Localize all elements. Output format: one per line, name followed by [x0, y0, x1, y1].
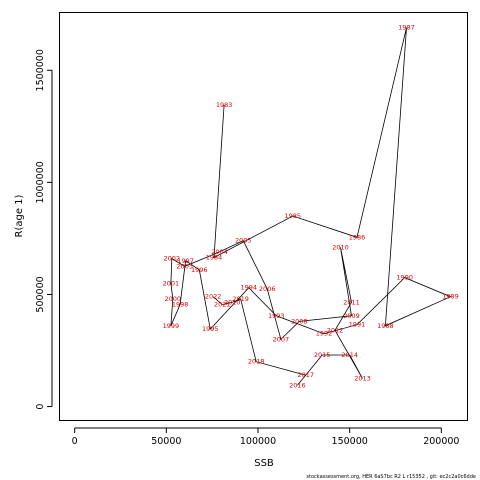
y-tick-label: 500000: [35, 276, 46, 312]
y-tick-label: 0: [35, 404, 46, 410]
sr-trajectory-line: [170, 27, 452, 386]
data-point-year-label: 2008: [291, 317, 308, 325]
data-point-year-label: 2011: [343, 298, 360, 306]
data-point-year-label: 1994: [241, 284, 258, 292]
data-point-year-label: 2015: [314, 351, 331, 359]
data-point-year-label: 2004: [211, 248, 228, 256]
data-point-year-label: 2002: [164, 255, 181, 263]
data-point-year-label: 2010: [332, 243, 349, 251]
data-point-year-label: 2012: [327, 326, 344, 334]
y-axis-label: R(age 1): [14, 194, 25, 237]
data-point-year-label: 2000: [165, 295, 182, 303]
data-point-year-label: 1985: [285, 212, 302, 220]
data-point-year-label: 2003: [176, 262, 193, 270]
data-point-year-label: 1996: [191, 266, 208, 274]
data-point-year-label: 1997: [177, 257, 194, 265]
data-point-year-label: 1995: [202, 325, 219, 333]
data-point-year-label: 2001: [163, 279, 180, 287]
data-point-year-label: 2017: [297, 371, 314, 379]
y-tick-label: 1000000: [35, 161, 46, 203]
data-point-year-label: 1984: [206, 254, 223, 262]
footer-credit: stockassessment.org, HER 6aS7bc R2 L r15…: [306, 474, 476, 480]
data-point-year-label: 2021: [214, 301, 231, 309]
data-point-year-label: 2007: [273, 335, 290, 343]
y-axis: 0 500000 1000000 1500000: [35, 49, 53, 410]
x-tick-label: 0: [72, 436, 78, 447]
data-point-year-label: 1990: [396, 274, 413, 282]
x-tick-label: 200000: [423, 436, 459, 447]
data-point-year-label: 2018: [248, 358, 265, 366]
x-axis: 0 50000 100000 150000 200000: [72, 427, 459, 447]
data-point-year-label: 2019: [232, 295, 249, 303]
data-point-year-label: 1991: [349, 321, 366, 329]
data-point-year-label: 1987: [398, 24, 415, 32]
x-tick-label: 100000: [240, 436, 276, 447]
data-point-year-label: 1983: [216, 101, 233, 109]
data-point-year-label: 2014: [341, 351, 358, 359]
data-point-year-label: 1986: [349, 233, 366, 241]
data-point-year-label: 2013: [354, 375, 371, 383]
x-tick-label: 50000: [151, 436, 181, 447]
x-axis-label: SSB: [254, 458, 274, 469]
data-point-year-label: 2009: [343, 312, 360, 320]
data-point-year-label: 2020: [224, 298, 241, 306]
data-point-year-label: 1989: [442, 293, 459, 301]
data-point-year-label: 1999: [163, 322, 180, 330]
data-point-year-label: 1998: [172, 301, 189, 309]
data-point-year-label: 1993: [268, 312, 285, 320]
data-point-year-label: 2016: [289, 381, 306, 389]
x-tick-label: 150000: [332, 436, 368, 447]
year-points: 1983 1984 1985 1986 1987 1988 1989 1990 1991 1992…: [163, 24, 459, 390]
data-point-year-label: 2006: [259, 285, 276, 293]
data-point-year-label: 2022: [205, 293, 222, 301]
data-point-year-label: 1988: [377, 322, 394, 330]
data-point-year-label: 1992: [316, 330, 333, 338]
data-point-year-label: 2005: [235, 237, 252, 245]
plot-frame: [59, 12, 468, 421]
y-tick-label: 1500000: [35, 49, 46, 91]
